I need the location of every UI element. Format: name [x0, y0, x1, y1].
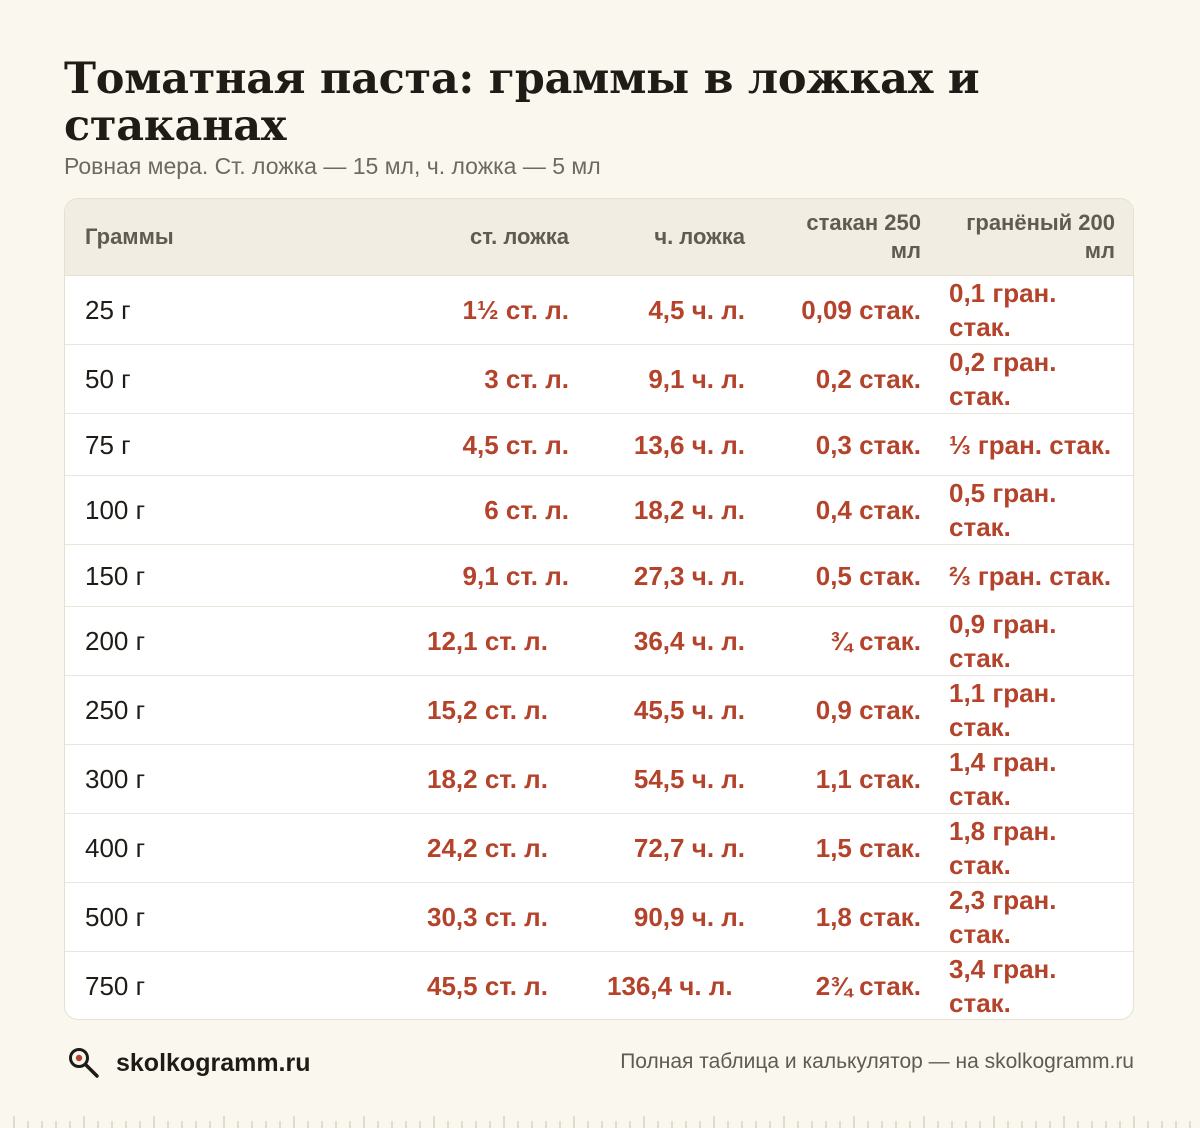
cell-glass-250: 0,09 стак. [763, 275, 939, 345]
cell-faceted-glass-200: 2,3 гран. стак. [939, 882, 1133, 952]
cell-grams: 250 г [65, 675, 407, 745]
cell-grams: 500 г [65, 882, 407, 952]
cell-tablespoon: 15,2 ст. л. [407, 675, 587, 745]
cell-teaspoon: 72,7 ч. л. [587, 813, 763, 883]
cell-glass-250: 0,4 стак. [763, 475, 939, 545]
cell-grams: 150 г [65, 544, 407, 607]
cell-glass-250: 1,5 стак. [763, 813, 939, 883]
cell-faceted-glass-200: 3,4 гран. стак. [939, 951, 1133, 1019]
table-row: 300 г 18,2 ст. л. 54,5 ч. л. 1,1 стак. 1,4 г… [65, 744, 1133, 814]
cell-teaspoon: 18,2 ч. л. [587, 475, 763, 545]
header-teaspoon: ч. ложка [587, 199, 763, 276]
table-row: 400 г 24,2 ст. л. 72,7 ч. л. 1,5 стак. 1,8 г… [65, 813, 1133, 883]
cell-teaspoon: 4,5 ч. л. [587, 275, 763, 345]
magnifier-icon [69, 1048, 99, 1078]
header-faceted-glass-200: гранёный 200 мл [939, 199, 1133, 276]
cell-grams: 400 г [65, 813, 407, 883]
cell-faceted-glass-200: 0,5 гран. стак. [939, 475, 1133, 545]
table-row: 750 г 45,5 ст. л. 136,4 ч. л. 2¾ стак. 3,4 г… [65, 951, 1133, 1019]
cell-grams: 200 г [65, 606, 407, 676]
ruler-decoration [13, 1116, 1191, 1128]
page-subtitle: Ровная мера. Ст. ложка — 15 мл, ч. ложка… [64, 153, 601, 179]
header-grams: Граммы [65, 199, 407, 276]
cell-tablespoon: 4,5 ст. л. [407, 413, 587, 476]
cell-glass-250: 0,3 стак. [763, 413, 939, 476]
cell-teaspoon: 54,5 ч. л. [587, 744, 763, 814]
cell-glass-250: 0,5 стак. [763, 544, 939, 607]
cell-tablespoon: 24,2 ст. л. [407, 813, 587, 883]
table-body: 25 г 1½ ст. л. 4,5 ч. л. 0,09 стак. 0,1 гран… [65, 275, 1133, 1019]
cell-faceted-glass-200: 0,2 гран. стак. [939, 344, 1133, 414]
cell-teaspoon: 9,1 ч. л. [587, 344, 763, 414]
conversion-table-card: Граммы ст. ложка ч. ложка стакан 250 мл … [64, 198, 1134, 1020]
cell-faceted-glass-200: 0,1 гран. стак. [939, 275, 1133, 345]
cell-faceted-glass-200: 1,4 гран. стак. [939, 744, 1133, 814]
cell-teaspoon: 90,9 ч. л. [587, 882, 763, 952]
cell-glass-250: 0,9 стак. [763, 675, 939, 745]
cell-tablespoon: 30,3 ст. л. [407, 882, 587, 952]
footer-note: Полная таблица и калькулятор — на skolko… [620, 1050, 1134, 1073]
table-row: 250 г 15,2 ст. л. 45,5 ч. л. 0,9 стак. 1,1 г… [65, 675, 1133, 745]
cell-tablespoon: 9,1 ст. л. [407, 544, 587, 607]
cell-glass-250: 2¾ стак. [763, 951, 939, 1019]
cell-tablespoon: 6 ст. л. [407, 475, 587, 545]
cell-faceted-glass-200: ⅔ гран. стак. [939, 544, 1133, 607]
cell-glass-250: 1,1 стак. [763, 744, 939, 814]
cell-teaspoon: 27,3 ч. л. [587, 544, 763, 607]
brand-logo[interactable]: skolkogramm.ru [66, 1045, 311, 1081]
cell-teaspoon: 13,6 ч. л. [587, 413, 763, 476]
cell-grams: 300 г [65, 744, 407, 814]
table-row: 25 г 1½ ст. л. 4,5 ч. л. 0,09 стак. 0,1 гран… [65, 275, 1133, 345]
cell-glass-250: 0,2 стак. [763, 344, 939, 414]
cell-grams: 50 г [65, 344, 407, 414]
cell-grams: 25 г [65, 275, 407, 345]
cell-tablespoon: 18,2 ст. л. [407, 744, 587, 814]
table-header-row: Граммы ст. ложка ч. ложка стакан 250 мл … [65, 199, 1133, 276]
table-row: 75 г 4,5 ст. л. 13,6 ч. л. 0,3 стак. ⅓ гран.… [65, 413, 1133, 476]
cell-teaspoon: 136,4 ч. л. [587, 951, 763, 1019]
cell-teaspoon: 36,4 ч. л. [587, 606, 763, 676]
header-tablespoon: ст. ложка [407, 199, 587, 276]
table-row: 200 г 12,1 ст. л. 36,4 ч. л. ¾ стак. 0,9 гра… [65, 606, 1133, 676]
table-row: 500 г 30,3 ст. л. 90,9 ч. л. 1,8 стак. 2,3 г… [65, 882, 1133, 952]
cell-grams: 100 г [65, 475, 407, 545]
cell-glass-250: 1,8 стак. [763, 882, 939, 952]
cell-tablespoon: 3 ст. л. [407, 344, 587, 414]
table-row: 150 г 9,1 ст. л. 27,3 ч. л. 0,5 стак. ⅔ гран… [65, 544, 1133, 607]
cell-grams: 750 г [65, 951, 407, 1019]
cell-grams: 75 г [65, 413, 407, 476]
cell-tablespoon: 45,5 ст. л. [407, 951, 587, 1019]
cell-faceted-glass-200: 1,1 гран. стак. [939, 675, 1133, 745]
cell-faceted-glass-200: 0,9 гран. стак. [939, 606, 1133, 676]
conversion-table: Граммы ст. ложка ч. ложка стакан 250 мл … [65, 199, 1133, 1019]
page-title: Томатная паста: граммы в ложках и стакан… [64, 54, 980, 151]
cell-tablespoon: 1½ ст. л. [407, 275, 587, 345]
cell-glass-250: ¾ стак. [763, 606, 939, 676]
brand-name: skolkogramm.ru [116, 1048, 311, 1077]
cell-teaspoon: 45,5 ч. л. [587, 675, 763, 745]
cell-faceted-glass-200: ⅓ гран. стак. [939, 413, 1133, 476]
header-glass-250: стакан 250 мл [763, 199, 939, 276]
cell-faceted-glass-200: 1,8 гран. стак. [939, 813, 1133, 883]
cell-tablespoon: 12,1 ст. л. [407, 606, 587, 676]
